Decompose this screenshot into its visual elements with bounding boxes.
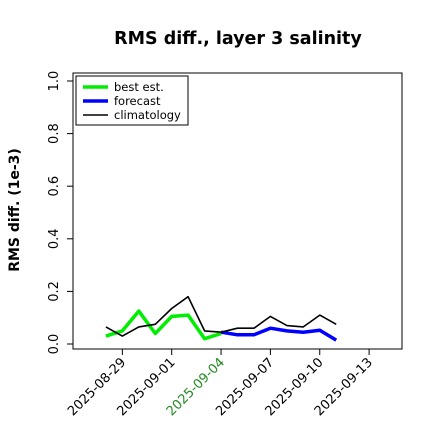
series-line-forecast [220, 326, 338, 342]
series-line-climatology [105, 295, 337, 337]
y-tick-label: 0.8 [47, 123, 62, 144]
chart-title: RMS diff., layer 3 salinity [114, 29, 362, 49]
y-tick-label: 0.6 [47, 176, 62, 197]
y-tick-label: 0.2 [47, 281, 62, 302]
y-tick-label: 0.4 [47, 228, 62, 249]
legend-label: forecast [114, 94, 161, 108]
y-axis: 0.0 0.2 0.4 0.6 0.8 1.0 [47, 71, 73, 355]
legend-label: climatology [114, 108, 181, 122]
y-tick-label: 0.0 [47, 334, 62, 355]
legend-label: best est. [114, 80, 164, 94]
series-layer [105, 295, 338, 342]
x-axis: 2025-08-292025-09-012025-09-042025-09-07… [65, 349, 376, 419]
series-line-best-est [105, 309, 222, 341]
y-axis-label: RMS diff. (1e-3) [7, 148, 23, 272]
y-tick-label: 1.0 [47, 71, 62, 92]
plot-area [72, 72, 403, 350]
